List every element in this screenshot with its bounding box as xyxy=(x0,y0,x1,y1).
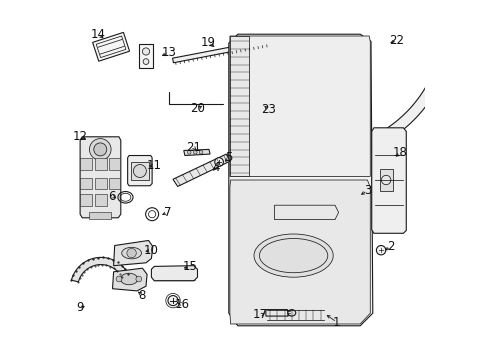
Text: 7: 7 xyxy=(164,206,171,219)
Polygon shape xyxy=(230,36,248,176)
Text: 8: 8 xyxy=(139,289,146,302)
Circle shape xyxy=(116,276,122,282)
Polygon shape xyxy=(109,158,121,170)
Polygon shape xyxy=(90,212,111,219)
Ellipse shape xyxy=(122,247,142,259)
Polygon shape xyxy=(95,178,107,189)
Circle shape xyxy=(136,276,142,282)
Text: 19: 19 xyxy=(201,36,216,49)
Polygon shape xyxy=(229,34,373,326)
Polygon shape xyxy=(80,158,92,170)
Circle shape xyxy=(187,150,191,154)
Polygon shape xyxy=(230,180,370,324)
Text: 13: 13 xyxy=(161,46,176,59)
Text: 11: 11 xyxy=(147,159,162,172)
Text: 16: 16 xyxy=(174,298,190,311)
Text: 15: 15 xyxy=(183,260,198,273)
Text: 6: 6 xyxy=(108,190,116,203)
Polygon shape xyxy=(266,310,288,316)
Polygon shape xyxy=(244,70,254,103)
Polygon shape xyxy=(109,178,121,189)
Ellipse shape xyxy=(288,310,296,316)
Text: 1: 1 xyxy=(333,316,341,329)
Polygon shape xyxy=(172,40,269,63)
Polygon shape xyxy=(184,149,210,156)
Circle shape xyxy=(381,175,391,185)
Circle shape xyxy=(215,158,223,166)
Text: 22: 22 xyxy=(390,34,404,47)
Text: 18: 18 xyxy=(393,147,408,159)
Polygon shape xyxy=(93,32,129,61)
Text: 10: 10 xyxy=(144,244,159,257)
Text: 4: 4 xyxy=(213,161,220,174)
Text: 17: 17 xyxy=(253,309,268,321)
Text: 2: 2 xyxy=(387,240,394,253)
Polygon shape xyxy=(80,178,92,189)
Text: 5: 5 xyxy=(225,151,232,164)
Text: 21: 21 xyxy=(186,141,201,154)
Polygon shape xyxy=(72,257,130,282)
Polygon shape xyxy=(151,266,197,281)
Ellipse shape xyxy=(121,273,138,285)
Circle shape xyxy=(90,139,111,160)
Polygon shape xyxy=(95,158,107,170)
Polygon shape xyxy=(95,194,107,206)
Circle shape xyxy=(143,48,149,55)
Polygon shape xyxy=(173,154,230,186)
Circle shape xyxy=(94,143,107,156)
Polygon shape xyxy=(328,0,454,160)
Ellipse shape xyxy=(254,234,333,277)
Circle shape xyxy=(199,150,203,154)
Text: 12: 12 xyxy=(73,130,88,143)
Polygon shape xyxy=(380,169,392,191)
Circle shape xyxy=(133,165,147,177)
Polygon shape xyxy=(114,240,153,266)
Circle shape xyxy=(376,246,386,255)
Polygon shape xyxy=(80,137,121,218)
Circle shape xyxy=(168,296,178,306)
Polygon shape xyxy=(127,156,152,186)
Circle shape xyxy=(194,150,197,154)
Polygon shape xyxy=(139,44,153,68)
Polygon shape xyxy=(131,162,148,180)
Circle shape xyxy=(127,248,136,258)
Text: 3: 3 xyxy=(364,184,371,197)
Text: 23: 23 xyxy=(261,103,276,116)
Polygon shape xyxy=(372,128,406,233)
Polygon shape xyxy=(113,268,147,291)
Text: 20: 20 xyxy=(190,102,205,115)
Text: 14: 14 xyxy=(91,28,106,41)
Text: 9: 9 xyxy=(77,301,84,314)
Circle shape xyxy=(143,59,149,64)
Polygon shape xyxy=(274,205,339,220)
Polygon shape xyxy=(80,194,92,206)
Polygon shape xyxy=(230,36,370,176)
